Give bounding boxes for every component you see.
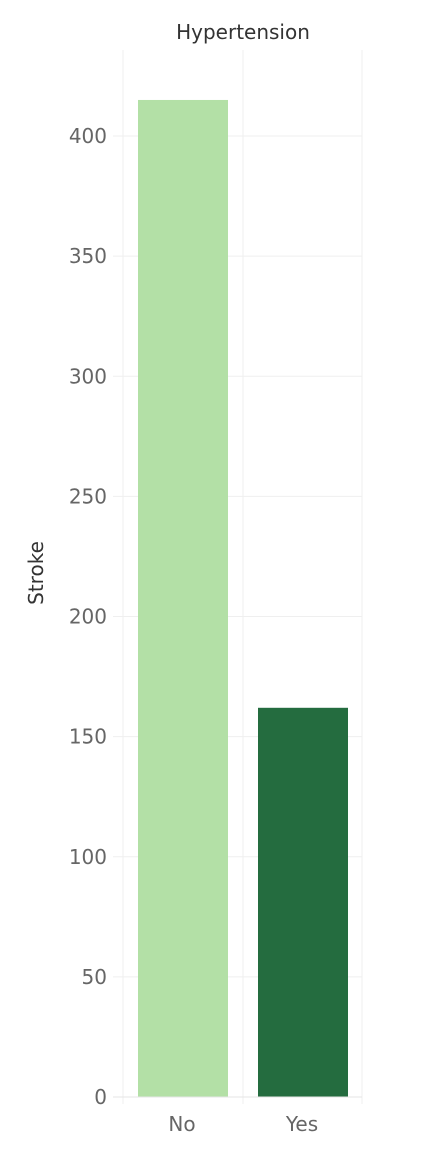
y-axis-label: Stroke (24, 541, 48, 605)
plot-area: 0 50 100 150 200 250 300 350 400 No Yes (69, 50, 362, 1136)
y-tick-label: 400 (69, 124, 107, 148)
y-tick-label: 300 (69, 364, 107, 388)
x-tick-label: No (168, 1112, 195, 1136)
x-tick-labels: No Yes (168, 1112, 318, 1136)
y-tick-label: 200 (69, 605, 107, 629)
x-tick-label: Yes (285, 1112, 318, 1136)
y-tick-label: 150 (69, 725, 107, 749)
y-tick-labels: 0 50 100 150 200 250 300 350 400 (69, 124, 107, 1109)
y-tick-label: 50 (82, 965, 107, 989)
y-tick-label: 0 (94, 1085, 107, 1109)
bar-yes[interactable] (258, 708, 348, 1097)
bar-no[interactable] (138, 100, 228, 1097)
chart-title: Hypertension (176, 20, 310, 44)
y-tick-label: 350 (69, 244, 107, 268)
y-tick-label: 100 (69, 845, 107, 869)
y-tick-label: 250 (69, 484, 107, 508)
